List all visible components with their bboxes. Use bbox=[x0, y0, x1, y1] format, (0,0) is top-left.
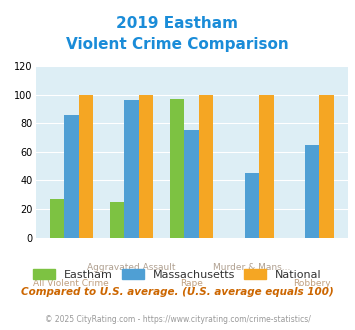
Bar bbox=[50, 199, 64, 238]
Text: Aggravated Assault: Aggravated Assault bbox=[87, 263, 176, 272]
Legend: Eastham, Massachusetts, National: Eastham, Massachusetts, National bbox=[28, 265, 327, 284]
Text: Murder & Mans...: Murder & Mans... bbox=[213, 263, 290, 272]
Bar bbox=[319, 95, 334, 238]
Bar bbox=[199, 95, 213, 238]
Text: Compared to U.S. average. (U.S. average equals 100): Compared to U.S. average. (U.S. average … bbox=[21, 287, 334, 297]
Text: Rape: Rape bbox=[180, 279, 203, 288]
Text: Violent Crime Comparison: Violent Crime Comparison bbox=[66, 37, 289, 52]
Bar bbox=[139, 95, 153, 238]
Bar bbox=[259, 95, 274, 238]
Text: Robbery: Robbery bbox=[293, 279, 331, 288]
Bar bbox=[64, 115, 78, 238]
Bar bbox=[305, 145, 319, 238]
Text: All Violent Crime: All Violent Crime bbox=[33, 279, 109, 288]
Bar bbox=[124, 100, 139, 238]
Bar bbox=[185, 130, 199, 238]
Text: © 2025 CityRating.com - https://www.cityrating.com/crime-statistics/: © 2025 CityRating.com - https://www.city… bbox=[45, 315, 310, 324]
Bar bbox=[110, 202, 124, 238]
Text: 2019 Eastham: 2019 Eastham bbox=[116, 16, 239, 31]
Bar bbox=[78, 95, 93, 238]
Bar bbox=[170, 99, 185, 238]
Bar bbox=[245, 173, 259, 238]
